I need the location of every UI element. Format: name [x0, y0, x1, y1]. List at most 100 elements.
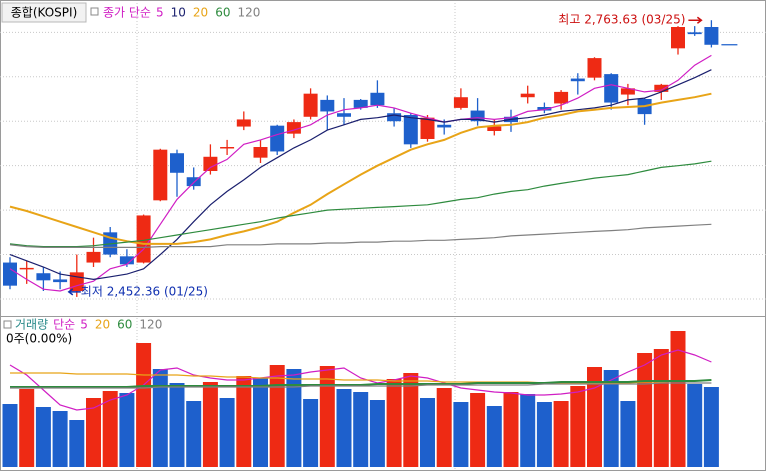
candle-body — [136, 215, 151, 263]
volume-base-label: 0주(0.00%) — [6, 332, 72, 346]
candle-body — [337, 113, 351, 117]
volume-bar — [52, 411, 68, 467]
candle-body — [3, 262, 17, 286]
legend-entry: 120 — [139, 318, 162, 332]
volume-bar — [186, 401, 202, 467]
volume-bar — [269, 365, 285, 467]
volume-bar — [603, 370, 619, 467]
ma-line — [9, 160, 712, 248]
labels: 종합(KOSPI) 거래량 0주(0.00%) 종가 단순 5 10 20 60 120 단… — [1, 2, 685, 346]
candle-body — [520, 93, 535, 98]
legend-title: 단순 — [53, 318, 75, 332]
volume-bar — [369, 400, 385, 467]
candle-body — [620, 88, 635, 95]
legend-entry: 5 — [80, 318, 88, 332]
volume-bar — [353, 392, 369, 467]
volume-bar — [253, 378, 268, 467]
ma-line — [9, 69, 712, 281]
candle-body — [537, 107, 552, 111]
volume-bar — [35, 407, 51, 467]
volume-bar — [69, 420, 85, 467]
candle-body — [437, 124, 452, 128]
candle-body — [403, 115, 418, 145]
volume-bar — [102, 391, 118, 467]
candle-body — [220, 147, 235, 149]
candle-body — [453, 97, 468, 108]
ma-line — [9, 54, 712, 292]
candle-body — [203, 156, 218, 171]
min-arrow — [67, 288, 81, 296]
candle-body — [19, 267, 34, 270]
volume-bar — [119, 393, 135, 467]
max-annotation: 최고 2,763.63 (03/25) — [558, 13, 685, 27]
volume-bar — [453, 402, 469, 467]
volume-bar — [670, 331, 686, 467]
volume-bar — [219, 398, 235, 467]
legend-title: 종가 단순 — [103, 6, 151, 20]
volume-bar — [319, 366, 335, 467]
ma-line — [10, 382, 712, 389]
legend-entry: 60 — [117, 318, 132, 332]
legend-entry: 120 — [237, 6, 260, 20]
chart-title: 종합(KOSPI) — [11, 6, 78, 20]
volume-bar — [703, 387, 719, 467]
volume-bar — [169, 383, 185, 467]
candle-body — [153, 149, 168, 201]
volume-bar — [19, 389, 35, 467]
candle-body — [420, 117, 435, 139]
ma-line — [9, 223, 712, 248]
volume-bar — [520, 394, 536, 467]
volume-bar — [486, 406, 502, 467]
ma-line — [9, 349, 712, 411]
candle-body — [470, 110, 485, 122]
legend-entry: 20 — [95, 318, 110, 332]
candle-body — [370, 92, 385, 106]
candle-body — [186, 177, 201, 187]
volume-bar — [152, 369, 168, 467]
volume-bar — [286, 369, 302, 467]
candle-body — [570, 78, 585, 82]
volume-bar — [202, 382, 218, 467]
title-box — [1, 2, 87, 23]
candle-body — [671, 27, 685, 49]
volume-bar — [2, 404, 18, 467]
candle-body — [487, 126, 502, 131]
candle-body — [119, 256, 134, 265]
volume-bar — [386, 379, 402, 467]
candle-body — [286, 122, 301, 134]
candle-body — [654, 84, 669, 92]
volume-title: 거래량 — [15, 318, 48, 332]
legend-icon — [90, 7, 99, 16]
volume-bar — [336, 389, 352, 467]
volume-bar — [637, 353, 653, 467]
candle-body — [86, 251, 101, 263]
volume-bar — [303, 399, 319, 467]
min-annotation: 최저 2,452.36 (01/25) — [81, 284, 208, 298]
volume-bar — [570, 386, 586, 467]
candle-body — [303, 93, 318, 117]
volume-bar — [503, 392, 519, 467]
legend-entry: 10 — [171, 6, 186, 20]
volume-bar — [136, 343, 152, 467]
legend-entry: 20 — [193, 6, 208, 20]
candle-body — [604, 74, 619, 103]
candle-body — [270, 125, 285, 152]
candle-body — [320, 99, 335, 112]
candle-body — [170, 153, 184, 173]
candle-body — [36, 273, 51, 281]
volume-bar — [620, 401, 636, 467]
candle-body — [687, 32, 702, 35]
volume-bar — [420, 398, 435, 467]
volume-bar — [687, 384, 703, 467]
volume-bar — [436, 388, 452, 467]
ma-line — [9, 92, 712, 245]
marks — [2, 16, 738, 467]
candle-body — [353, 99, 368, 108]
volume-bar — [553, 401, 569, 467]
legend-icon — [3, 320, 12, 329]
candle-body — [704, 27, 719, 45]
candle-body — [236, 119, 251, 127]
volume-bar — [470, 393, 486, 467]
candle-body — [387, 113, 402, 122]
